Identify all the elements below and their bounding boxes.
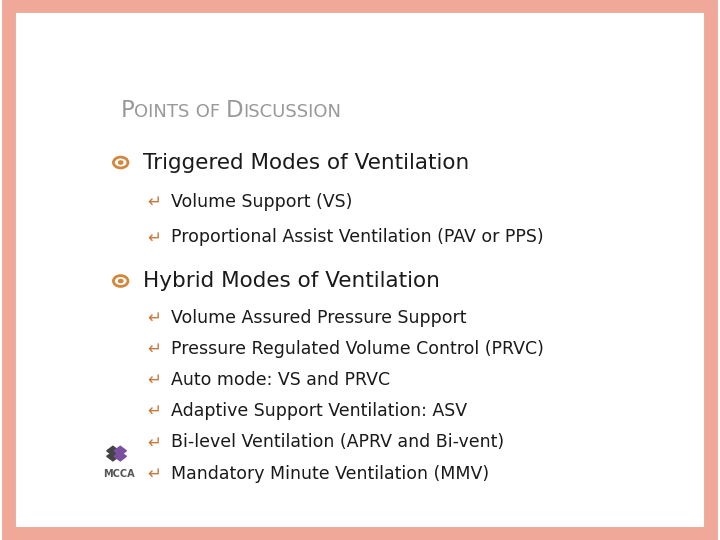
- Text: Volume Support (VS): Volume Support (VS): [171, 193, 352, 211]
- Text: Mandatory Minute Ventilation (MMV): Mandatory Minute Ventilation (MMV): [171, 464, 489, 483]
- Text: D: D: [225, 99, 243, 122]
- Text: ↵: ↵: [147, 464, 161, 483]
- Text: Adaptive Support Ventilation: ASV: Adaptive Support Ventilation: ASV: [171, 402, 467, 420]
- Text: ↵: ↵: [147, 228, 161, 246]
- Text: ↵: ↵: [147, 402, 161, 420]
- Polygon shape: [107, 446, 119, 455]
- Text: P: P: [121, 99, 135, 122]
- Text: ↵: ↵: [147, 433, 161, 451]
- Text: ISCUSSION: ISCUSSION: [243, 103, 341, 121]
- Polygon shape: [114, 452, 127, 461]
- Text: Auto mode: VS and PRVC: Auto mode: VS and PRVC: [171, 371, 390, 389]
- Text: ↵: ↵: [147, 193, 161, 211]
- Text: Proportional Assist Ventilation (PAV or PPS): Proportional Assist Ventilation (PAV or …: [171, 228, 544, 246]
- Text: Triggered Modes of Ventilation: Triggered Modes of Ventilation: [143, 152, 469, 172]
- Text: ↵: ↵: [147, 371, 161, 389]
- Text: Bi-level Ventilation (APRV and Bi-vent): Bi-level Ventilation (APRV and Bi-vent): [171, 433, 504, 451]
- Text: Volume Assured Pressure Support: Volume Assured Pressure Support: [171, 308, 467, 327]
- Polygon shape: [114, 446, 127, 455]
- Text: Hybrid Modes of Ventilation: Hybrid Modes of Ventilation: [143, 271, 440, 291]
- Circle shape: [119, 279, 123, 282]
- Text: OF: OF: [190, 103, 225, 121]
- Text: ↵: ↵: [147, 308, 161, 327]
- Text: OINTS: OINTS: [135, 103, 190, 121]
- Text: ↵: ↵: [147, 340, 161, 358]
- Circle shape: [119, 161, 123, 164]
- Text: MCCA: MCCA: [103, 469, 135, 480]
- Text: Pressure Regulated Volume Control (PRVC): Pressure Regulated Volume Control (PRVC): [171, 340, 544, 358]
- Polygon shape: [107, 452, 119, 461]
